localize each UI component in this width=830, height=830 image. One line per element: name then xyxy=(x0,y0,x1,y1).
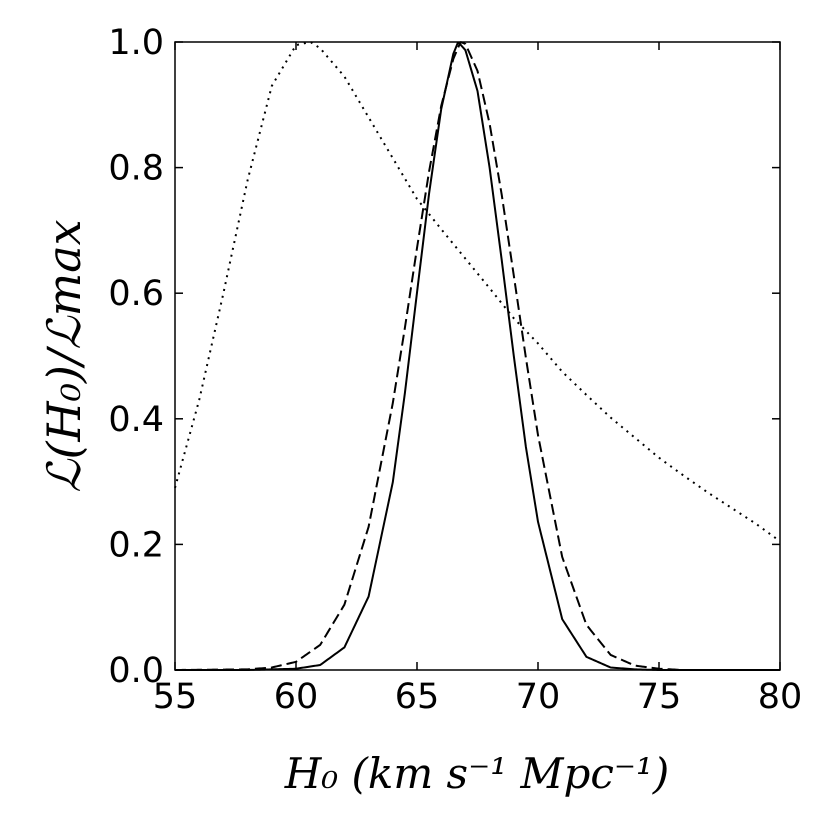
y-axis-title: ℒ(H₀)/ℒmax xyxy=(37,219,91,492)
x-axis-title: H₀ (km s⁻¹ Mpc⁻¹) xyxy=(284,749,670,798)
x-tick-label: 55 xyxy=(153,677,198,717)
plot-frame xyxy=(174,41,781,671)
y-tick-label: 0.8 xyxy=(108,149,164,189)
x-tick-label: 65 xyxy=(395,677,440,717)
x-tick-layer: 55 60 65 70 75 80 xyxy=(153,42,803,717)
y-tick-label: 0.6 xyxy=(108,274,164,314)
x-tick-label: 70 xyxy=(516,677,561,717)
y-tick-label: 0.4 xyxy=(108,400,164,440)
y-tick-label: 1.0 xyxy=(108,23,164,63)
x-tick-label: 75 xyxy=(637,677,682,717)
y-tick-label: 0.0 xyxy=(108,651,164,691)
y-tick-layer: 0.0 0.2 0.4 0.6 0.8 1.0 xyxy=(108,23,780,691)
curve-layer xyxy=(174,41,781,671)
x-tick-label: 60 xyxy=(274,677,319,717)
y-tick-label: 0.2 xyxy=(108,525,164,565)
series-dashed-line xyxy=(174,41,780,671)
series-dotted-line xyxy=(174,41,781,543)
series-solid-line xyxy=(175,41,780,671)
x-tick-label: 80 xyxy=(758,677,803,717)
